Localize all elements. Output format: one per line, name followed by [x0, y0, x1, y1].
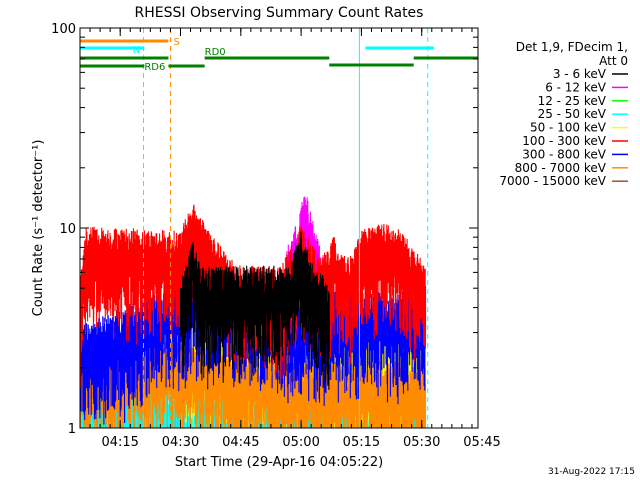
series-3-6-kev [179, 231, 330, 390]
legend-label-3-6-kev: 3 - 6 keV [553, 67, 607, 81]
legend-label-7000-15000-kev: 7000 - 15000 keV [499, 174, 606, 188]
legend-label-800-7000-kev: 800 - 7000 keV [515, 161, 607, 175]
legend-label-100-300-kev: 100 - 300 keV [522, 134, 606, 148]
y-tick-label: 100 [51, 22, 76, 37]
flag-label-s: S [173, 37, 179, 48]
footer-timestamp: 31-Aug-2022 17:15 [548, 467, 635, 477]
x-tick-label: 05:30 [403, 435, 440, 450]
flag-label-rd0: RD0 [205, 47, 226, 58]
legend-label-50-100-kev: 50 - 100 keV [530, 121, 607, 135]
x-tick-label: 04:15 [101, 435, 138, 450]
x-tick-label: 04:30 [162, 435, 199, 450]
legend-label-300-800-kev: 300 - 800 keV [522, 147, 606, 161]
flag-label-n: N [133, 45, 140, 56]
x-axis-label: Start Time (29-Apr-16 04:05:22) [175, 455, 383, 470]
legend-label-12-25-kev: 12 - 25 keV [538, 94, 607, 108]
y-tick-label: 1 [68, 422, 76, 437]
flag-bars: S N RD0 RD6 [80, 37, 478, 73]
x-tick-label: 04:45 [222, 435, 259, 450]
legend-header-line-1: Det 1,9, FDecim 1, [516, 40, 628, 54]
x-tick-label: 05:15 [343, 435, 380, 450]
x-tick-label: 05:45 [463, 435, 500, 450]
y-tick-label: 10 [59, 222, 76, 237]
axis-ticks: 04:15 04:30 04:45 05:00 05:15 05:30 05:45 1 10 10… [51, 22, 501, 450]
legend-label-25-50-kev: 25 - 50 keV [538, 107, 607, 121]
flag-label-rd6: RD6 [144, 62, 165, 73]
chart-title: RHESSI Observing Summary Count Rates [135, 5, 424, 21]
marker-layer [143, 28, 429, 428]
legend-label-6-12-kev: 6 - 12 keV [545, 80, 607, 94]
y-axis-label: Count Rate (s⁻¹ detector⁻¹) [31, 140, 46, 317]
x-tick-label: 05:00 [282, 435, 319, 450]
legend-header-line-2: Att 0 [599, 54, 628, 68]
